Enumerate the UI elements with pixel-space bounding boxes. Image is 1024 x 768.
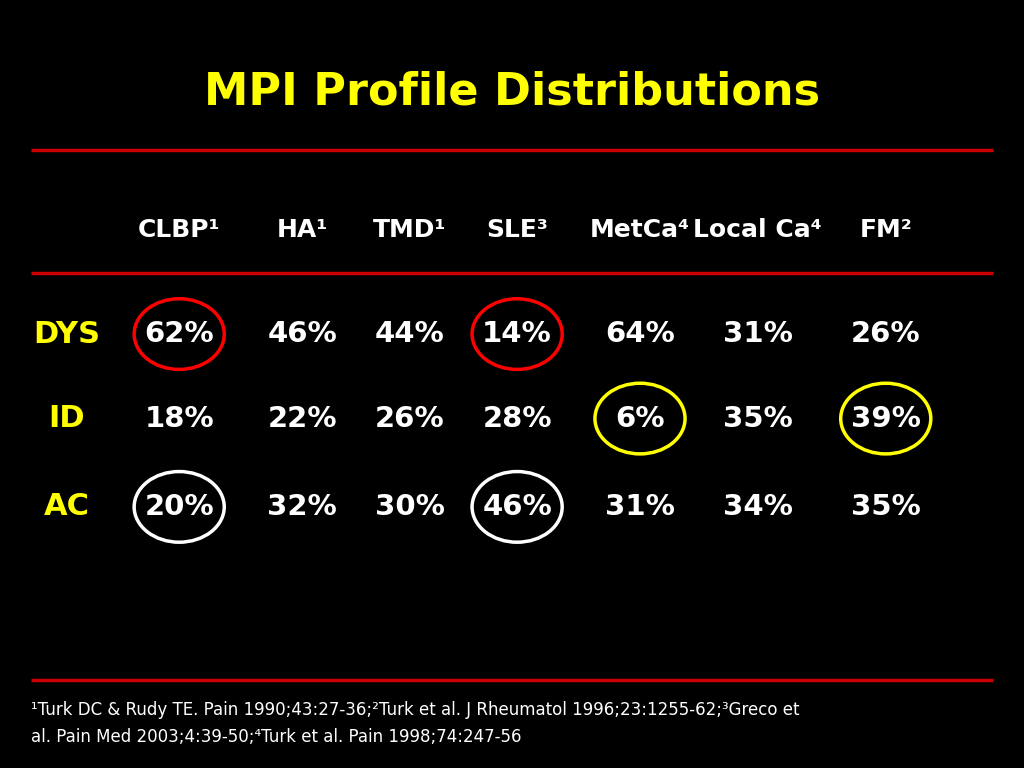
Text: 31%: 31% — [723, 320, 793, 348]
Text: MetCa⁴: MetCa⁴ — [590, 218, 690, 243]
Text: al. Pain Med 2003;4:39-50;⁴Turk et al. Pain 1998;74:247-56: al. Pain Med 2003;4:39-50;⁴Turk et al. P… — [31, 728, 521, 746]
Text: HA¹: HA¹ — [276, 218, 328, 243]
Text: FM²: FM² — [859, 218, 912, 243]
Text: 44%: 44% — [375, 320, 444, 348]
Text: Local Ca⁴: Local Ca⁴ — [693, 218, 822, 243]
Text: 28%: 28% — [482, 405, 552, 432]
Text: 34%: 34% — [723, 493, 793, 521]
Text: ID: ID — [48, 404, 85, 433]
Text: 22%: 22% — [267, 405, 337, 432]
Text: 35%: 35% — [851, 493, 921, 521]
Text: 26%: 26% — [851, 320, 921, 348]
Text: DYS: DYS — [33, 319, 100, 349]
Text: MPI Profile Distributions: MPI Profile Distributions — [204, 71, 820, 114]
Text: AC: AC — [44, 492, 89, 521]
Text: 26%: 26% — [375, 405, 444, 432]
Text: TMD¹: TMD¹ — [373, 218, 446, 243]
Text: 14%: 14% — [482, 320, 552, 348]
Text: 6%: 6% — [615, 405, 665, 432]
Text: CLBP¹: CLBP¹ — [138, 218, 220, 243]
Text: 64%: 64% — [605, 320, 675, 348]
Text: 31%: 31% — [605, 493, 675, 521]
Text: ¹Turk DC & Rudy TE. Pain 1990;43:27-36;²Turk et al. J Rheumatol 1996;23:1255-62;: ¹Turk DC & Rudy TE. Pain 1990;43:27-36;²… — [31, 701, 799, 720]
Text: 46%: 46% — [267, 320, 337, 348]
Text: SLE³: SLE³ — [486, 218, 548, 243]
Text: 35%: 35% — [723, 405, 793, 432]
Text: 18%: 18% — [144, 405, 214, 432]
Text: 30%: 30% — [375, 493, 444, 521]
Text: 32%: 32% — [267, 493, 337, 521]
Text: 20%: 20% — [144, 493, 214, 521]
Text: 39%: 39% — [851, 405, 921, 432]
Text: 62%: 62% — [144, 320, 214, 348]
Text: 46%: 46% — [482, 493, 552, 521]
